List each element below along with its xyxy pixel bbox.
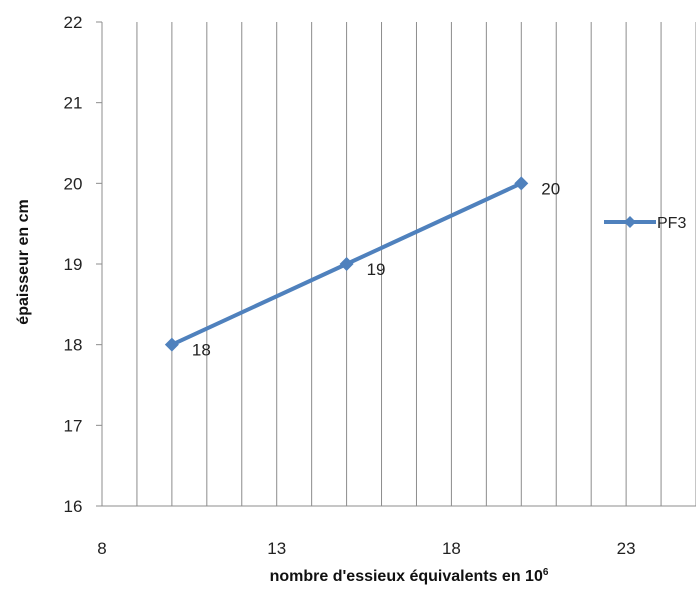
x-axis-title: nombre d'essieux équivalents en 106 <box>270 567 549 585</box>
x-tick-labels: 8 13 18 23 <box>97 539 635 558</box>
y-tick-label-19: 19 <box>64 255 83 274</box>
data-label-PF3-0: 18 <box>192 341 211 360</box>
x-tick-label-8: 8 <box>97 539 106 558</box>
legend-marker-PF3 <box>624 216 636 228</box>
data-point-PF3-0 <box>164 337 179 352</box>
y-tick-label-17: 17 <box>64 416 83 435</box>
x-tick-label-23: 23 <box>617 539 636 558</box>
y-tick-label-20: 20 <box>64 174 83 193</box>
x-tick-label-18: 18 <box>442 539 461 558</box>
series-layer <box>164 176 529 352</box>
x-axis-title-text: nombre d'essieux équivalents en 10 <box>270 568 543 585</box>
axes <box>101 22 696 507</box>
x-tick-label-13: 13 <box>267 539 286 558</box>
gridlines <box>136 22 696 506</box>
y-tick-label-16: 16 <box>64 497 83 516</box>
y-axis-title: épaisseur en cm <box>15 199 32 324</box>
x-axis-title-superscript: 6 <box>543 567 549 578</box>
y-tick-label-21: 21 <box>64 94 83 113</box>
data-labels: 18 19 20 <box>192 179 560 359</box>
data-label-PF3-2: 20 <box>541 179 560 198</box>
legend-label-PF3: PF3 <box>657 215 686 232</box>
y-tick-label-18: 18 <box>64 336 83 355</box>
data-point-PF3-2 <box>514 176 529 191</box>
y-tick-label-22: 22 <box>64 13 83 32</box>
data-label-PF3-1: 19 <box>367 260 386 279</box>
legend: PF3 <box>604 215 686 232</box>
y-tick-labels: 16 17 18 19 20 21 22 <box>64 13 102 516</box>
data-point-PF3-1 <box>339 257 354 271</box>
